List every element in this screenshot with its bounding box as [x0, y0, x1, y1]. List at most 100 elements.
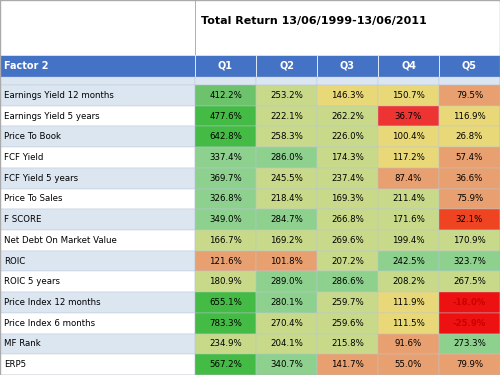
Bar	[0, 313, 195, 334]
Bar	[378, 313, 439, 334]
Bar	[0, 0, 195, 55]
Bar	[195, 106, 256, 126]
Text: 57.4%: 57.4%	[456, 153, 483, 162]
Bar	[195, 272, 256, 292]
Bar	[195, 251, 256, 272]
Text: 91.6%: 91.6%	[395, 339, 422, 348]
Text: 477.6%: 477.6%	[209, 112, 242, 121]
Text: Total Return 13/06/1999-13/06/2011: Total Return 13/06/1999-13/06/2011	[201, 16, 427, 26]
Bar	[195, 77, 256, 85]
Text: 207.2%: 207.2%	[331, 256, 364, 265]
Bar	[256, 334, 317, 354]
Text: 222.1%: 222.1%	[270, 112, 303, 121]
Text: 337.4%: 337.4%	[209, 153, 242, 162]
Bar	[378, 251, 439, 272]
Bar	[0, 354, 195, 375]
Bar	[195, 354, 256, 375]
Text: Net Debt On Market Value: Net Debt On Market Value	[4, 236, 117, 245]
Bar	[439, 209, 500, 230]
Text: 111.9%: 111.9%	[392, 298, 425, 307]
Bar	[256, 168, 317, 189]
Bar	[256, 106, 317, 126]
Bar	[317, 147, 378, 168]
Bar	[378, 77, 439, 85]
Text: 204.1%: 204.1%	[270, 339, 303, 348]
Bar	[317, 77, 378, 85]
Bar	[256, 209, 317, 230]
Text: 121.6%: 121.6%	[209, 256, 242, 265]
Bar	[0, 126, 195, 147]
Text: 208.2%: 208.2%	[392, 277, 425, 286]
Bar	[378, 354, 439, 375]
Bar	[378, 168, 439, 189]
Text: 26.8%: 26.8%	[456, 132, 483, 141]
Bar	[439, 272, 500, 292]
Text: 323.7%: 323.7%	[453, 256, 486, 265]
Text: 111.5%: 111.5%	[392, 319, 425, 328]
Text: 242.5%: 242.5%	[392, 256, 425, 265]
Bar	[256, 272, 317, 292]
Bar	[195, 230, 256, 251]
Bar	[0, 292, 195, 313]
Bar	[0, 147, 195, 168]
Bar	[0, 230, 195, 251]
Bar	[317, 189, 378, 209]
Bar	[439, 77, 500, 85]
Text: 79.9%: 79.9%	[456, 360, 483, 369]
Text: 258.3%: 258.3%	[270, 132, 303, 141]
Text: 226.0%: 226.0%	[331, 132, 364, 141]
Bar	[256, 251, 317, 272]
Text: 171.6%: 171.6%	[392, 215, 425, 224]
Text: 170.9%: 170.9%	[453, 236, 486, 245]
Bar	[195, 209, 256, 230]
Text: 284.7%: 284.7%	[270, 215, 303, 224]
Text: 655.1%: 655.1%	[209, 298, 242, 307]
Text: 79.5%: 79.5%	[456, 91, 483, 100]
Bar	[378, 106, 439, 126]
Bar	[195, 126, 256, 147]
Text: 169.3%: 169.3%	[331, 194, 364, 203]
Bar	[317, 168, 378, 189]
Bar	[378, 55, 439, 77]
Text: 369.7%: 369.7%	[209, 174, 242, 183]
Text: Q3: Q3	[340, 61, 355, 71]
Bar	[317, 354, 378, 375]
Text: 141.7%: 141.7%	[331, 360, 364, 369]
Bar	[256, 230, 317, 251]
Bar	[378, 189, 439, 209]
Text: 32.1%: 32.1%	[456, 215, 483, 224]
Bar	[195, 313, 256, 334]
Text: Earnings Yield 12 months: Earnings Yield 12 months	[4, 91, 114, 100]
Bar	[439, 292, 500, 313]
Bar	[0, 77, 195, 85]
Bar	[317, 313, 378, 334]
Text: 218.4%: 218.4%	[270, 194, 303, 203]
Text: 567.2%: 567.2%	[209, 360, 242, 369]
Text: Earnings Yield 5 years: Earnings Yield 5 years	[4, 112, 100, 121]
Bar	[195, 292, 256, 313]
Text: ERP5: ERP5	[4, 360, 26, 369]
Text: Q2: Q2	[279, 61, 294, 71]
Text: 273.3%: 273.3%	[453, 339, 486, 348]
Text: -25.9%: -25.9%	[453, 319, 486, 328]
Bar	[439, 168, 500, 189]
Text: -18.0%: -18.0%	[453, 298, 486, 307]
Text: 55.0%: 55.0%	[395, 360, 422, 369]
Text: 245.5%: 245.5%	[270, 174, 303, 183]
Bar	[256, 85, 317, 106]
Text: 215.8%: 215.8%	[331, 339, 364, 348]
Text: Q1: Q1	[218, 61, 233, 71]
Text: Price Index 12 months: Price Index 12 months	[4, 298, 100, 307]
Bar	[0, 334, 195, 354]
Text: Factor 2: Factor 2	[4, 61, 48, 71]
Text: 199.4%: 199.4%	[392, 236, 425, 245]
Bar	[317, 209, 378, 230]
Bar	[439, 334, 500, 354]
Text: Price Index 6 months: Price Index 6 months	[4, 319, 95, 328]
Bar	[317, 106, 378, 126]
Bar	[195, 189, 256, 209]
Text: FCF Yield 5 years: FCF Yield 5 years	[4, 174, 78, 183]
Bar	[0, 272, 195, 292]
Bar	[0, 251, 195, 272]
Text: 280.1%: 280.1%	[270, 298, 303, 307]
